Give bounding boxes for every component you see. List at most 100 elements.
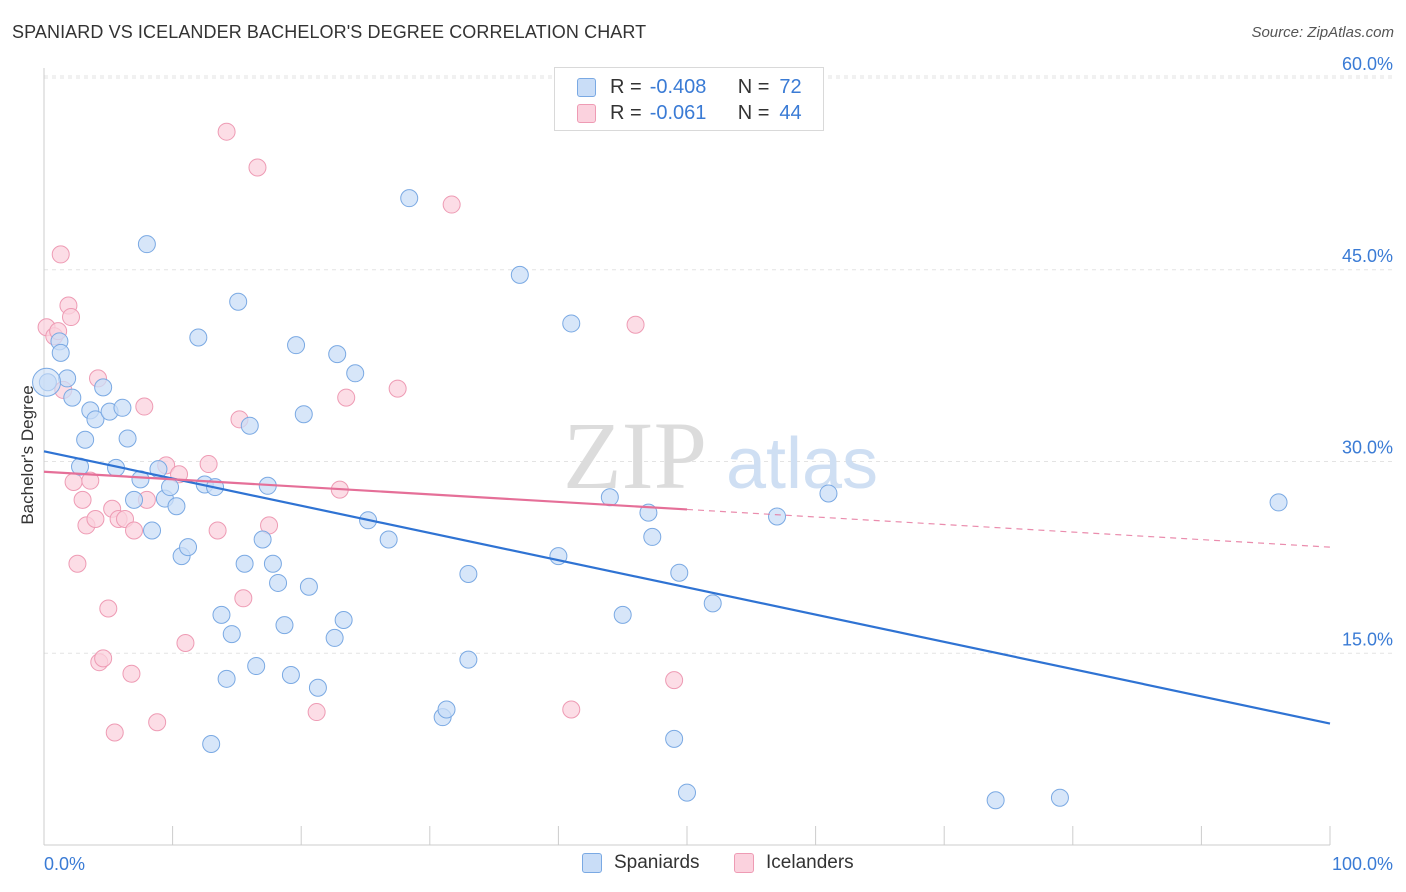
spaniards-swatch — [582, 853, 602, 873]
spaniards-points — [32, 189, 1288, 810]
stats-legend: R = -0.408 N = 72 R = -0.061 N = 44 — [554, 67, 824, 131]
tick-labels: 15.0% 30.0% 45.0% 60.0% 0.0% 100.0% — [44, 54, 1393, 874]
trend-line-spaniards — [43, 450, 1331, 725]
spaniard-point — [328, 345, 347, 364]
spaniard-point — [1269, 493, 1288, 512]
spaniard-point — [212, 605, 231, 624]
trend-line-extension-icelanders — [686, 508, 1331, 548]
watermark-atlas: atlas — [726, 424, 878, 504]
n-label: N = — [737, 75, 770, 98]
legend-item-icelanders[interactable]: Icelanders — [734, 852, 854, 874]
icelander-point — [442, 195, 461, 214]
series-legend: Spaniards Icelanders — [0, 852, 1406, 878]
spaniard-point — [678, 783, 696, 802]
spaniard-point — [179, 538, 198, 557]
n-label: N = — [737, 101, 770, 124]
icelander-point — [148, 713, 167, 732]
spaniard-point — [665, 729, 684, 748]
spaniard-point — [202, 735, 221, 754]
icelander-point — [105, 723, 124, 742]
icelanders-swatch — [577, 103, 596, 123]
chart-title: SPANIARD VS ICELANDER BACHELOR'S DEGREE … — [12, 22, 647, 42]
trend-line-icelanders — [43, 470, 688, 511]
stats-row-icelanders: R = -0.061 N = 44 — [577, 101, 802, 125]
icelander-point — [125, 521, 144, 540]
icelander-point — [94, 649, 113, 668]
spaniard-point — [118, 429, 137, 448]
spaniard-point — [768, 507, 787, 526]
spaniard-point — [161, 478, 180, 497]
spaniard-point — [287, 336, 306, 355]
icelander-point — [62, 308, 81, 327]
spaniard-point — [346, 364, 365, 383]
spaniard-point — [819, 484, 838, 503]
spaniard-point — [240, 416, 259, 435]
spaniard-point — [167, 497, 186, 516]
trend-lines — [43, 450, 1331, 725]
watermark: ZIP atlas — [563, 402, 878, 509]
spaniard-point — [643, 527, 662, 546]
icelander-point — [135, 397, 154, 416]
spaniard-point — [217, 669, 236, 688]
n-value-icelanders: 44 — [779, 101, 802, 124]
r-label: R = — [610, 75, 642, 98]
icelander-point — [51, 245, 70, 264]
icelander-point — [176, 634, 195, 653]
spaniard-point — [269, 573, 288, 592]
y-axis-label: Bachelor's Degree — [18, 385, 37, 524]
r-label: R = — [610, 101, 642, 124]
spaniard-point — [299, 577, 318, 596]
spaniard-point — [263, 554, 282, 573]
spaniard-point — [247, 657, 266, 676]
r-value-spaniards: -0.408 — [649, 75, 707, 98]
stats-row-spaniards: R = -0.408 N = 72 — [577, 75, 802, 99]
icelander-point — [199, 455, 218, 474]
spaniard-point — [437, 700, 456, 719]
spaniard-point — [510, 265, 529, 284]
n-value-spaniards: 72 — [779, 75, 802, 98]
spaniard-point — [613, 605, 632, 624]
icelander-point — [217, 122, 236, 141]
icelander-point — [337, 388, 356, 407]
spaniard-point — [325, 628, 344, 647]
spaniard-point — [703, 594, 722, 613]
spaniard-point — [334, 611, 353, 630]
spaniard-point — [986, 791, 1005, 810]
spaniard-point — [189, 328, 208, 347]
spaniard-point — [86, 410, 105, 429]
legend-item-spaniards[interactable]: Spaniards — [582, 852, 700, 874]
spaniard-point — [125, 490, 144, 509]
spaniard-point — [459, 650, 478, 669]
icelander-point — [73, 490, 92, 509]
spaniard-point — [253, 530, 272, 549]
icelander-point — [626, 315, 645, 334]
icelander-point — [208, 521, 227, 540]
axes — [43, 68, 1331, 846]
spaniard-point — [1050, 788, 1069, 807]
icelander-point — [248, 158, 267, 177]
y-tick-label: 30.0% — [1342, 438, 1393, 458]
spaniard-point — [58, 369, 77, 388]
x-tick-label: 100.0% — [1332, 854, 1393, 874]
y-tick-label: 60.0% — [1342, 54, 1393, 74]
spaniard-point — [51, 343, 70, 362]
spaniard-point — [275, 616, 294, 635]
y-tick-label: 45.0% — [1342, 246, 1393, 266]
spaniard-point — [281, 665, 300, 684]
icelander-point — [81, 471, 100, 490]
watermark-zip: ZIP — [563, 402, 707, 509]
spaniard-point — [379, 530, 398, 549]
icelander-point — [562, 700, 581, 719]
spaniard-point — [222, 625, 241, 644]
spaniard-point — [294, 405, 313, 424]
spaniard-point — [400, 189, 419, 208]
spaniard-point — [562, 314, 581, 333]
spaniard-point — [229, 292, 248, 311]
legend-label-spaniards: Spaniards — [614, 852, 700, 873]
spaniard-point — [76, 430, 95, 449]
icelander-point — [307, 703, 326, 722]
icelander-point — [234, 589, 253, 608]
icelander-point — [388, 379, 407, 398]
r-value-icelanders: -0.061 — [649, 101, 707, 124]
icelander-point — [86, 510, 105, 529]
